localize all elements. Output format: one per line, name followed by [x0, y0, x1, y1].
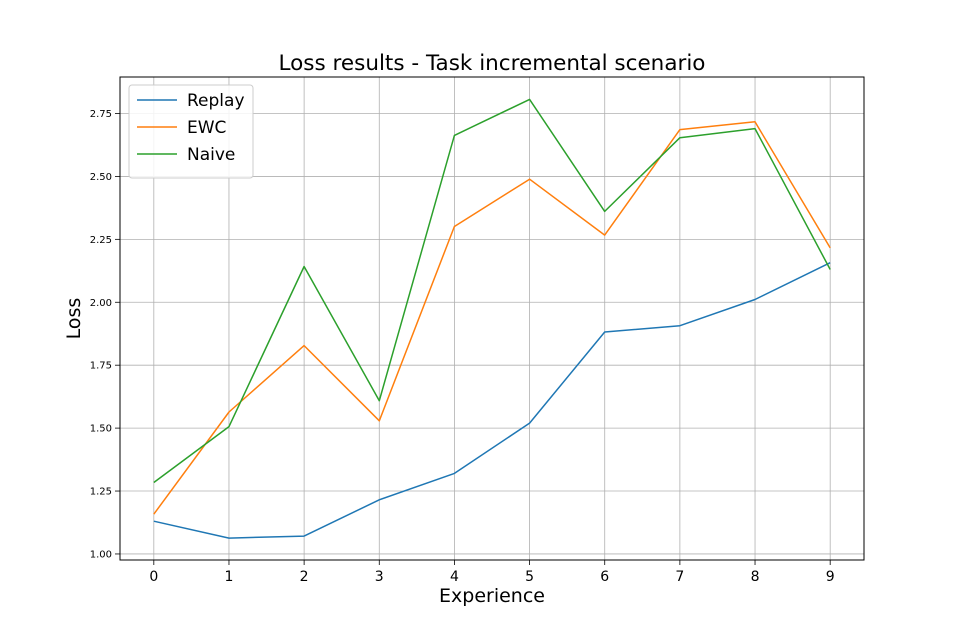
legend-label-replay: Replay — [187, 91, 245, 111]
x-tick-label: 3 — [375, 569, 384, 585]
y-tick-label: 2.25 — [90, 235, 112, 246]
series-lines — [153, 98, 831, 539]
y-tick-label: 1.50 — [90, 424, 112, 435]
x-tick-label: 6 — [600, 569, 609, 585]
x-tick-label: 5 — [525, 569, 534, 585]
x-tick-label: 2 — [300, 569, 309, 585]
series-line-naive — [153, 98, 831, 484]
chart-title: Loss results - Task incremental scenario — [279, 51, 706, 76]
y-tick-label: 2.75 — [90, 109, 112, 120]
x-tick-label: 4 — [450, 569, 459, 585]
x-axis-label: Experience — [439, 585, 545, 607]
x-tick-label: 8 — [751, 569, 760, 585]
y-tick-label: 2.50 — [90, 172, 112, 183]
legend: Replay EWC Naive — [128, 84, 254, 179]
x-tick-label: 7 — [675, 569, 684, 585]
y-tick-label: 1.00 — [90, 549, 112, 560]
y-tick-label: 1.25 — [90, 487, 112, 498]
x-tick-label: 9 — [826, 569, 835, 585]
series-line-replay — [153, 262, 831, 539]
y-tick-label: 2.00 — [90, 298, 112, 309]
y-tick-label: 1.75 — [90, 361, 112, 372]
y-axis-label: Loss — [63, 298, 85, 340]
series-line-ewc — [153, 121, 831, 515]
axis-ticks: 0 1 2 3 4 5 6 7 8 9 1.00 1.25 1.50 1.75 2.00 2.25 2.50 2.… — [90, 109, 835, 585]
plot-frame — [119, 76, 865, 561]
legend-label-naive: Naive — [187, 145, 235, 165]
legend-label-ewc: EWC — [187, 118, 226, 138]
x-tick-label: 1 — [225, 569, 234, 585]
grid — [120, 77, 864, 560]
x-tick-label: 0 — [149, 569, 158, 585]
